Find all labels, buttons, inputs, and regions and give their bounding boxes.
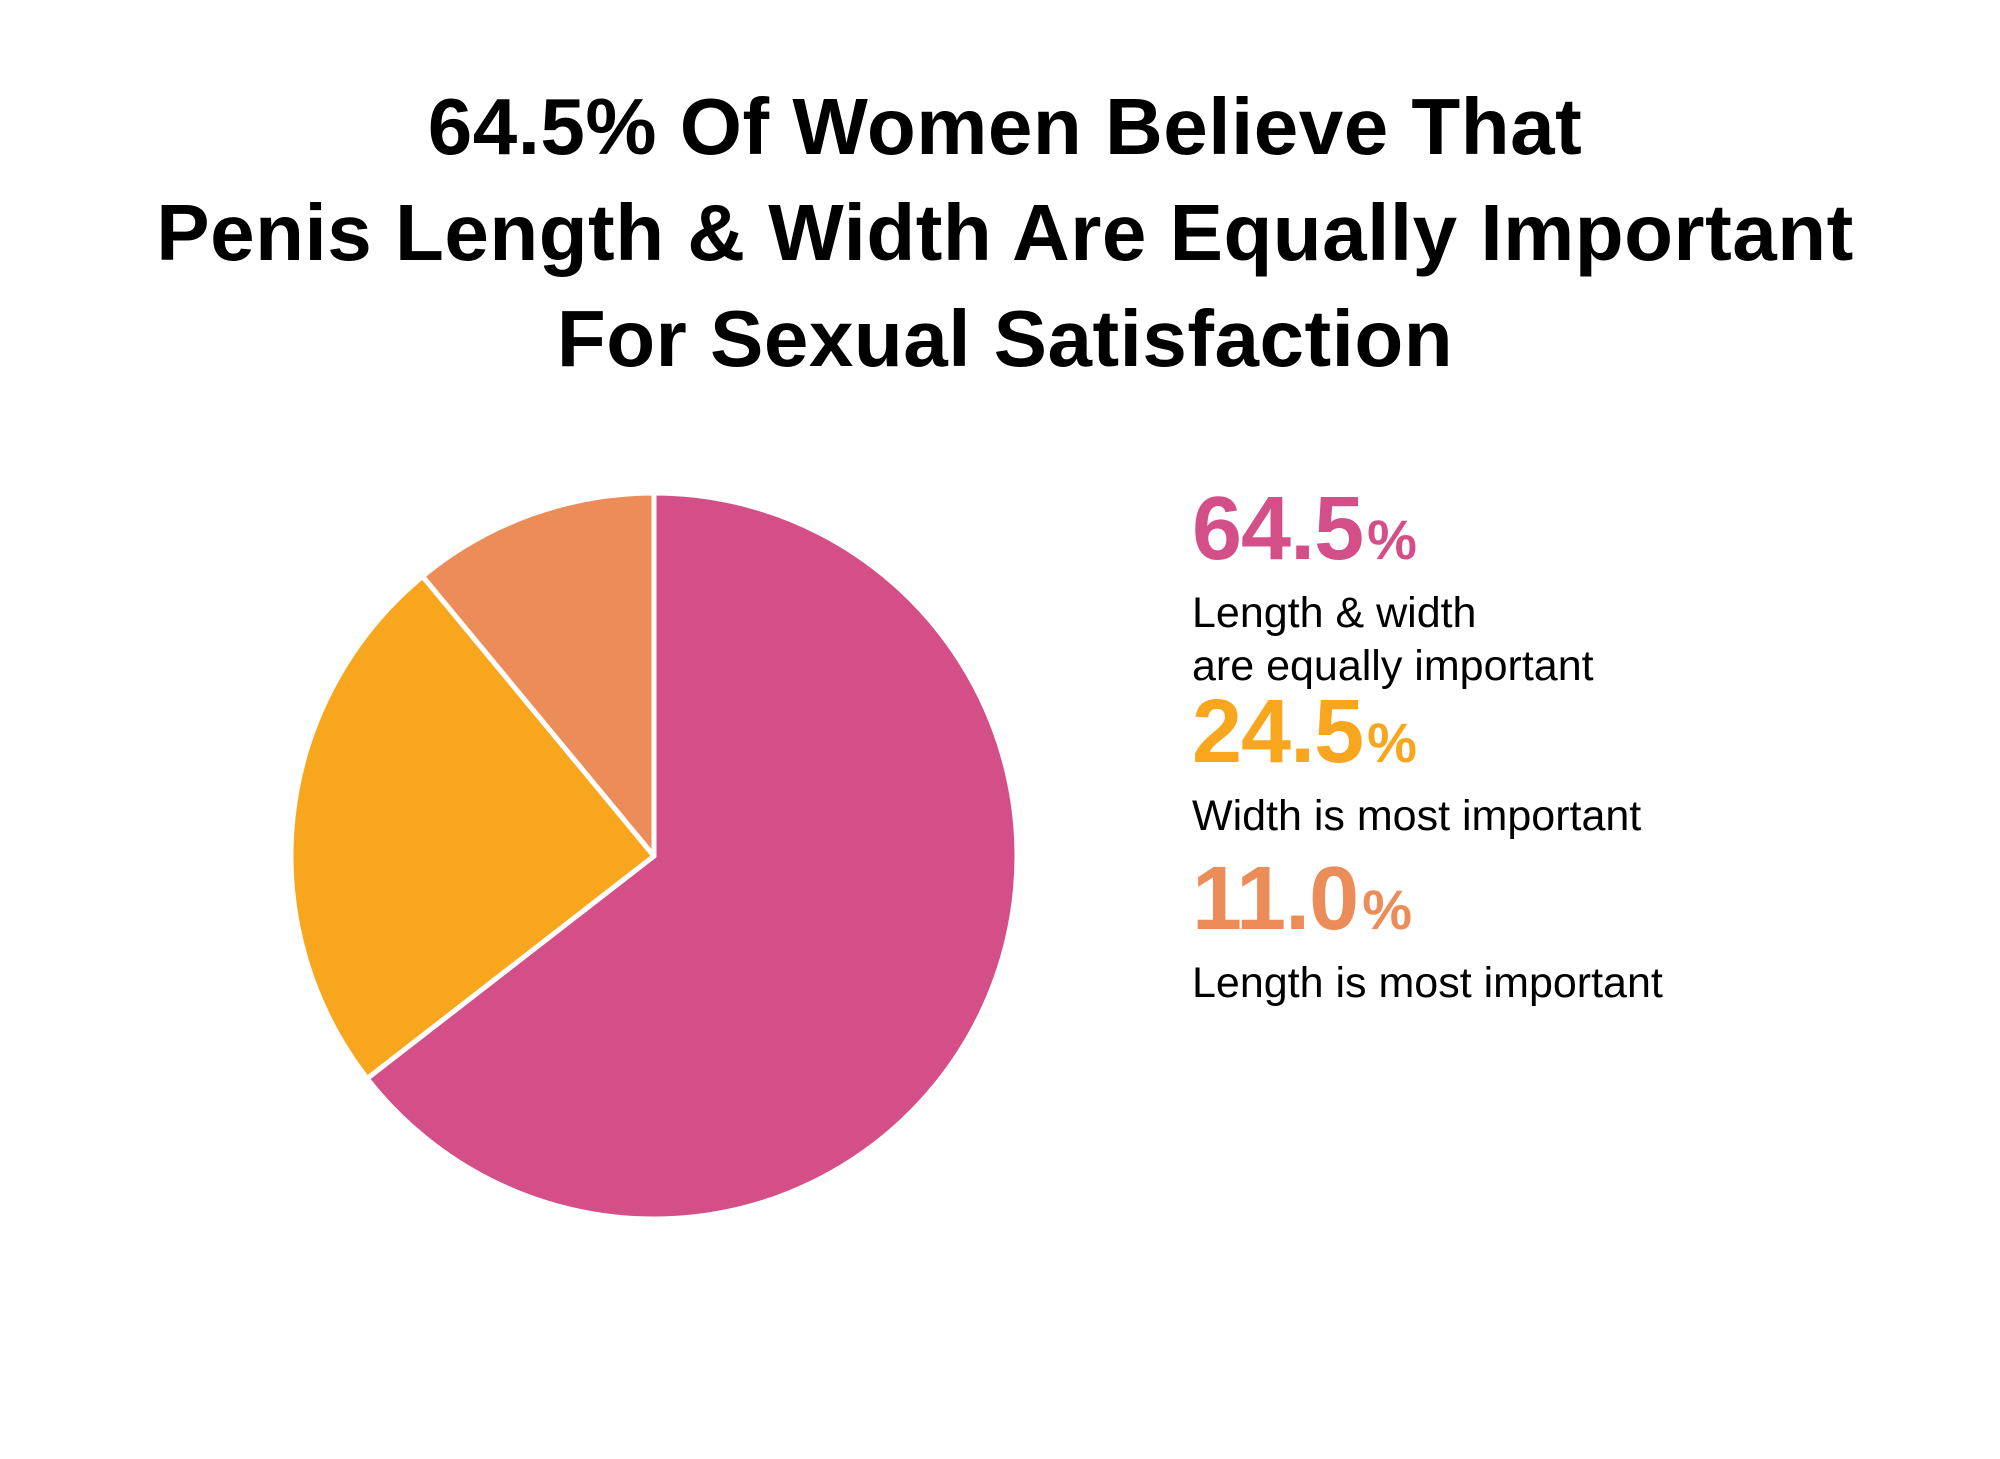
legend-entry-length-most: 11.0% Length is most important (1192, 854, 1663, 1010)
value-label: 11.0 (1192, 849, 1359, 949)
label-line: are equally important (1192, 642, 1594, 690)
slice-label: Length & width are equally important (1192, 587, 1594, 693)
label-line: Length is most important (1192, 959, 1663, 1007)
title-line: 64.5% Of Women Believe That (427, 82, 1583, 171)
chart-title: 64.5% Of Women Believe That Penis Length… (0, 74, 2000, 392)
label-line: Length & width (1192, 589, 1477, 637)
slice-label: Width is most important (1192, 790, 1641, 843)
percent-sign: % (1362, 878, 1412, 941)
slice-length-width-equal (364, 490, 1020, 1222)
slice-width-most (288, 573, 657, 1081)
value-label: 64.5 (1192, 479, 1364, 579)
percent-sign: % (1367, 711, 1417, 774)
legend-entry-width-most: 24.5% Width is most important (1192, 687, 1641, 843)
label-line: Width is most important (1192, 792, 1642, 840)
legend-entry-length-width-equal: 64.5% Length & width are equally importa… (1192, 484, 1594, 693)
title-line: For Sexual Satisfaction (556, 294, 1454, 383)
percent-sign: % (1367, 508, 1417, 571)
slice-length-most (420, 490, 657, 859)
title-line: Penis Length & Width Are Equally Importa… (156, 188, 1854, 277)
slice-label: Length is most important (1192, 957, 1663, 1010)
value-label: 24.5 (1192, 682, 1364, 782)
